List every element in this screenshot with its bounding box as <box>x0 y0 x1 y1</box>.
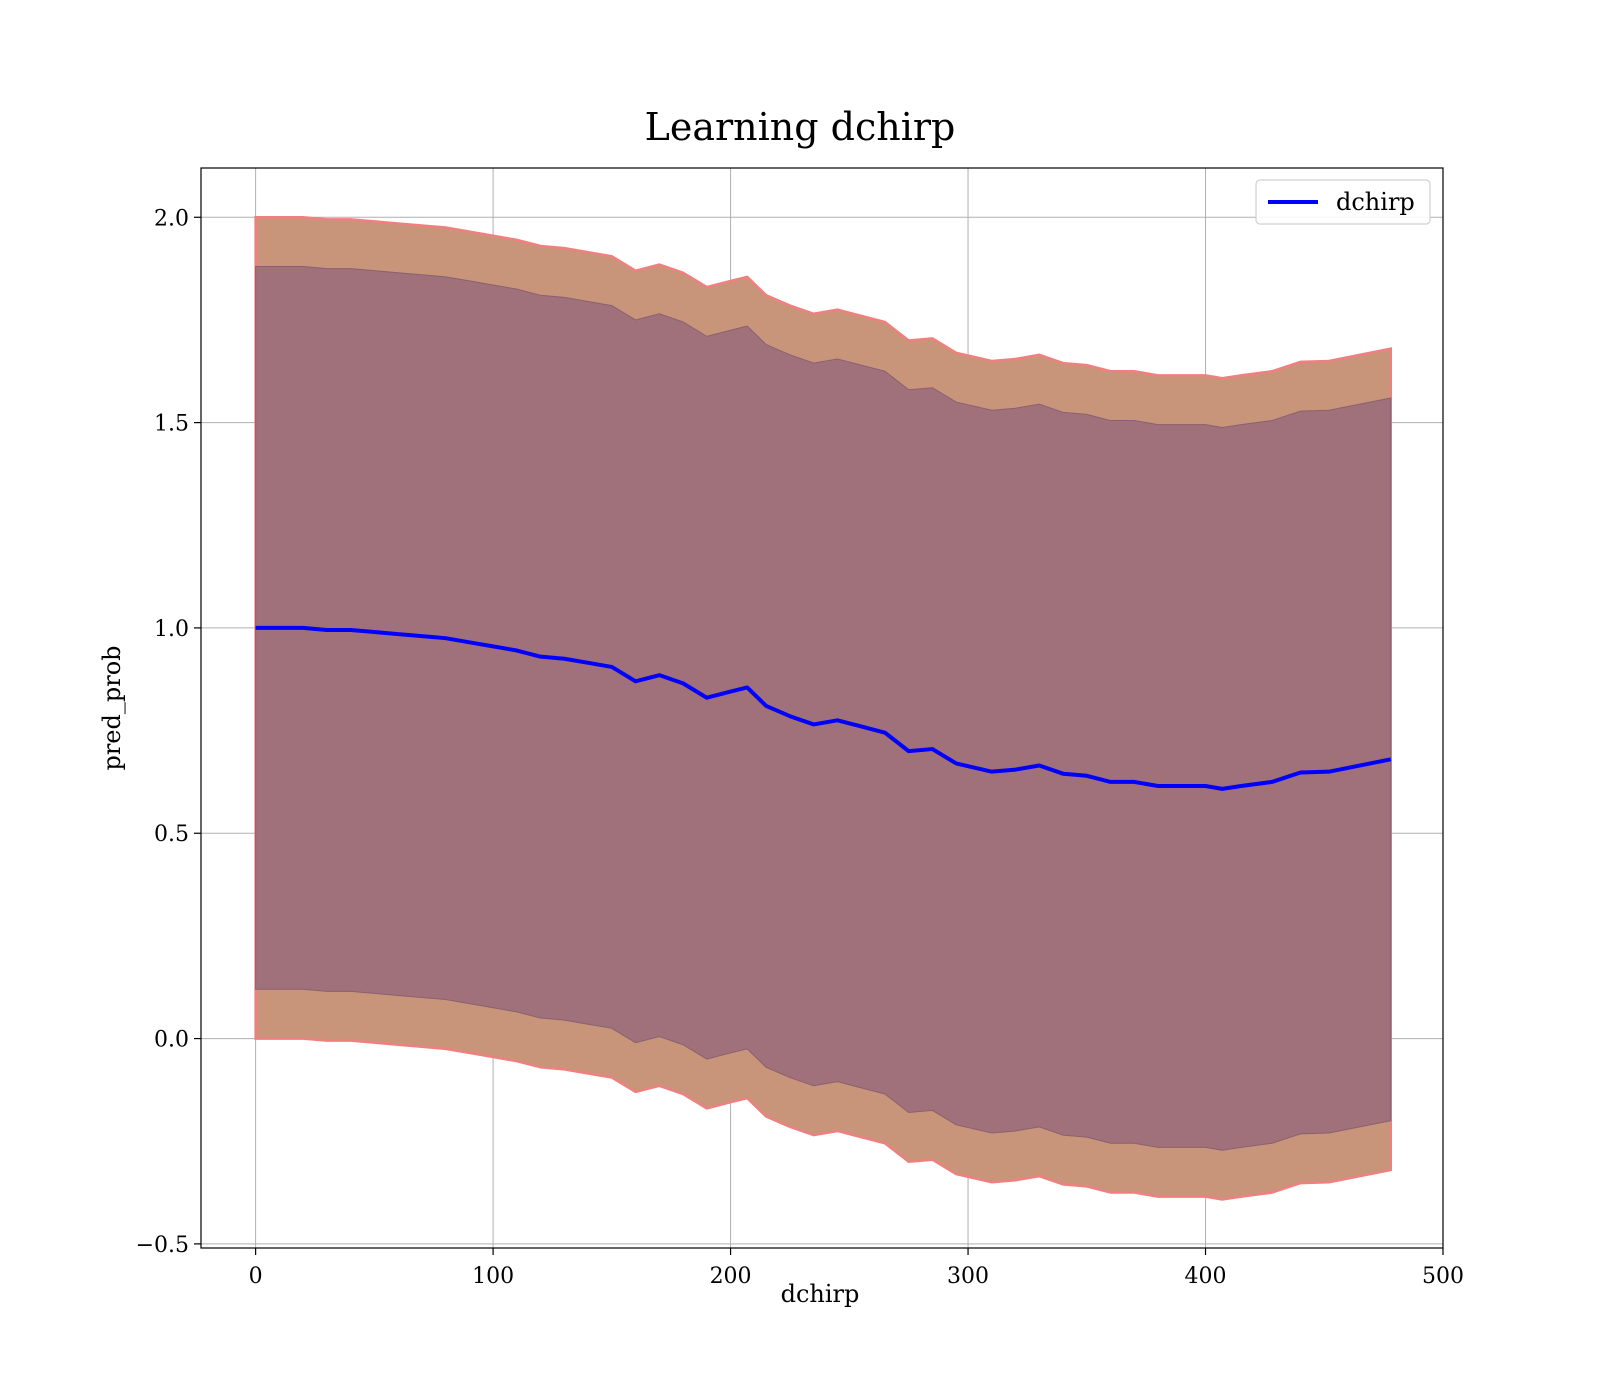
x-tick-label: 0 <box>249 1264 263 1289</box>
tick-labels: 0 100 200 300 400 500 −0.5 0.0 0.5 1.0 1.5 2.0 <box>136 206 1464 1289</box>
y-tick-label: −0.5 <box>136 1233 189 1258</box>
y-tick-label: 0.5 <box>154 822 189 847</box>
axes <box>194 167 1444 1255</box>
y-tick-label: 1.5 <box>154 412 189 437</box>
legend-box <box>1255 179 1431 225</box>
bands <box>254 216 1393 1201</box>
legend-label-dchirp: dchirp <box>1336 188 1415 216</box>
legend: dchirp <box>1255 179 1431 225</box>
inner-band <box>255 266 1392 1151</box>
plot-frame <box>200 167 1444 1249</box>
chart-title: Learning dchirp <box>645 105 956 149</box>
series-line-dchirp <box>255 625 1392 791</box>
y-tick-label: 2.0 <box>154 206 189 231</box>
x-tick-label: 400 <box>1185 1264 1227 1289</box>
x-axis-label: dchirp <box>781 1280 860 1308</box>
series-lines <box>255 625 1392 791</box>
y-tick-label: 1.0 <box>154 617 189 642</box>
x-tick-label: 200 <box>710 1264 752 1289</box>
y-axis-label: pred_prob <box>98 645 126 770</box>
x-tick-label: 100 <box>472 1264 514 1289</box>
y-tick-label: 0.0 <box>154 1028 189 1053</box>
x-tick-label: 500 <box>1422 1264 1464 1289</box>
x-tick-label: 300 <box>947 1264 989 1289</box>
